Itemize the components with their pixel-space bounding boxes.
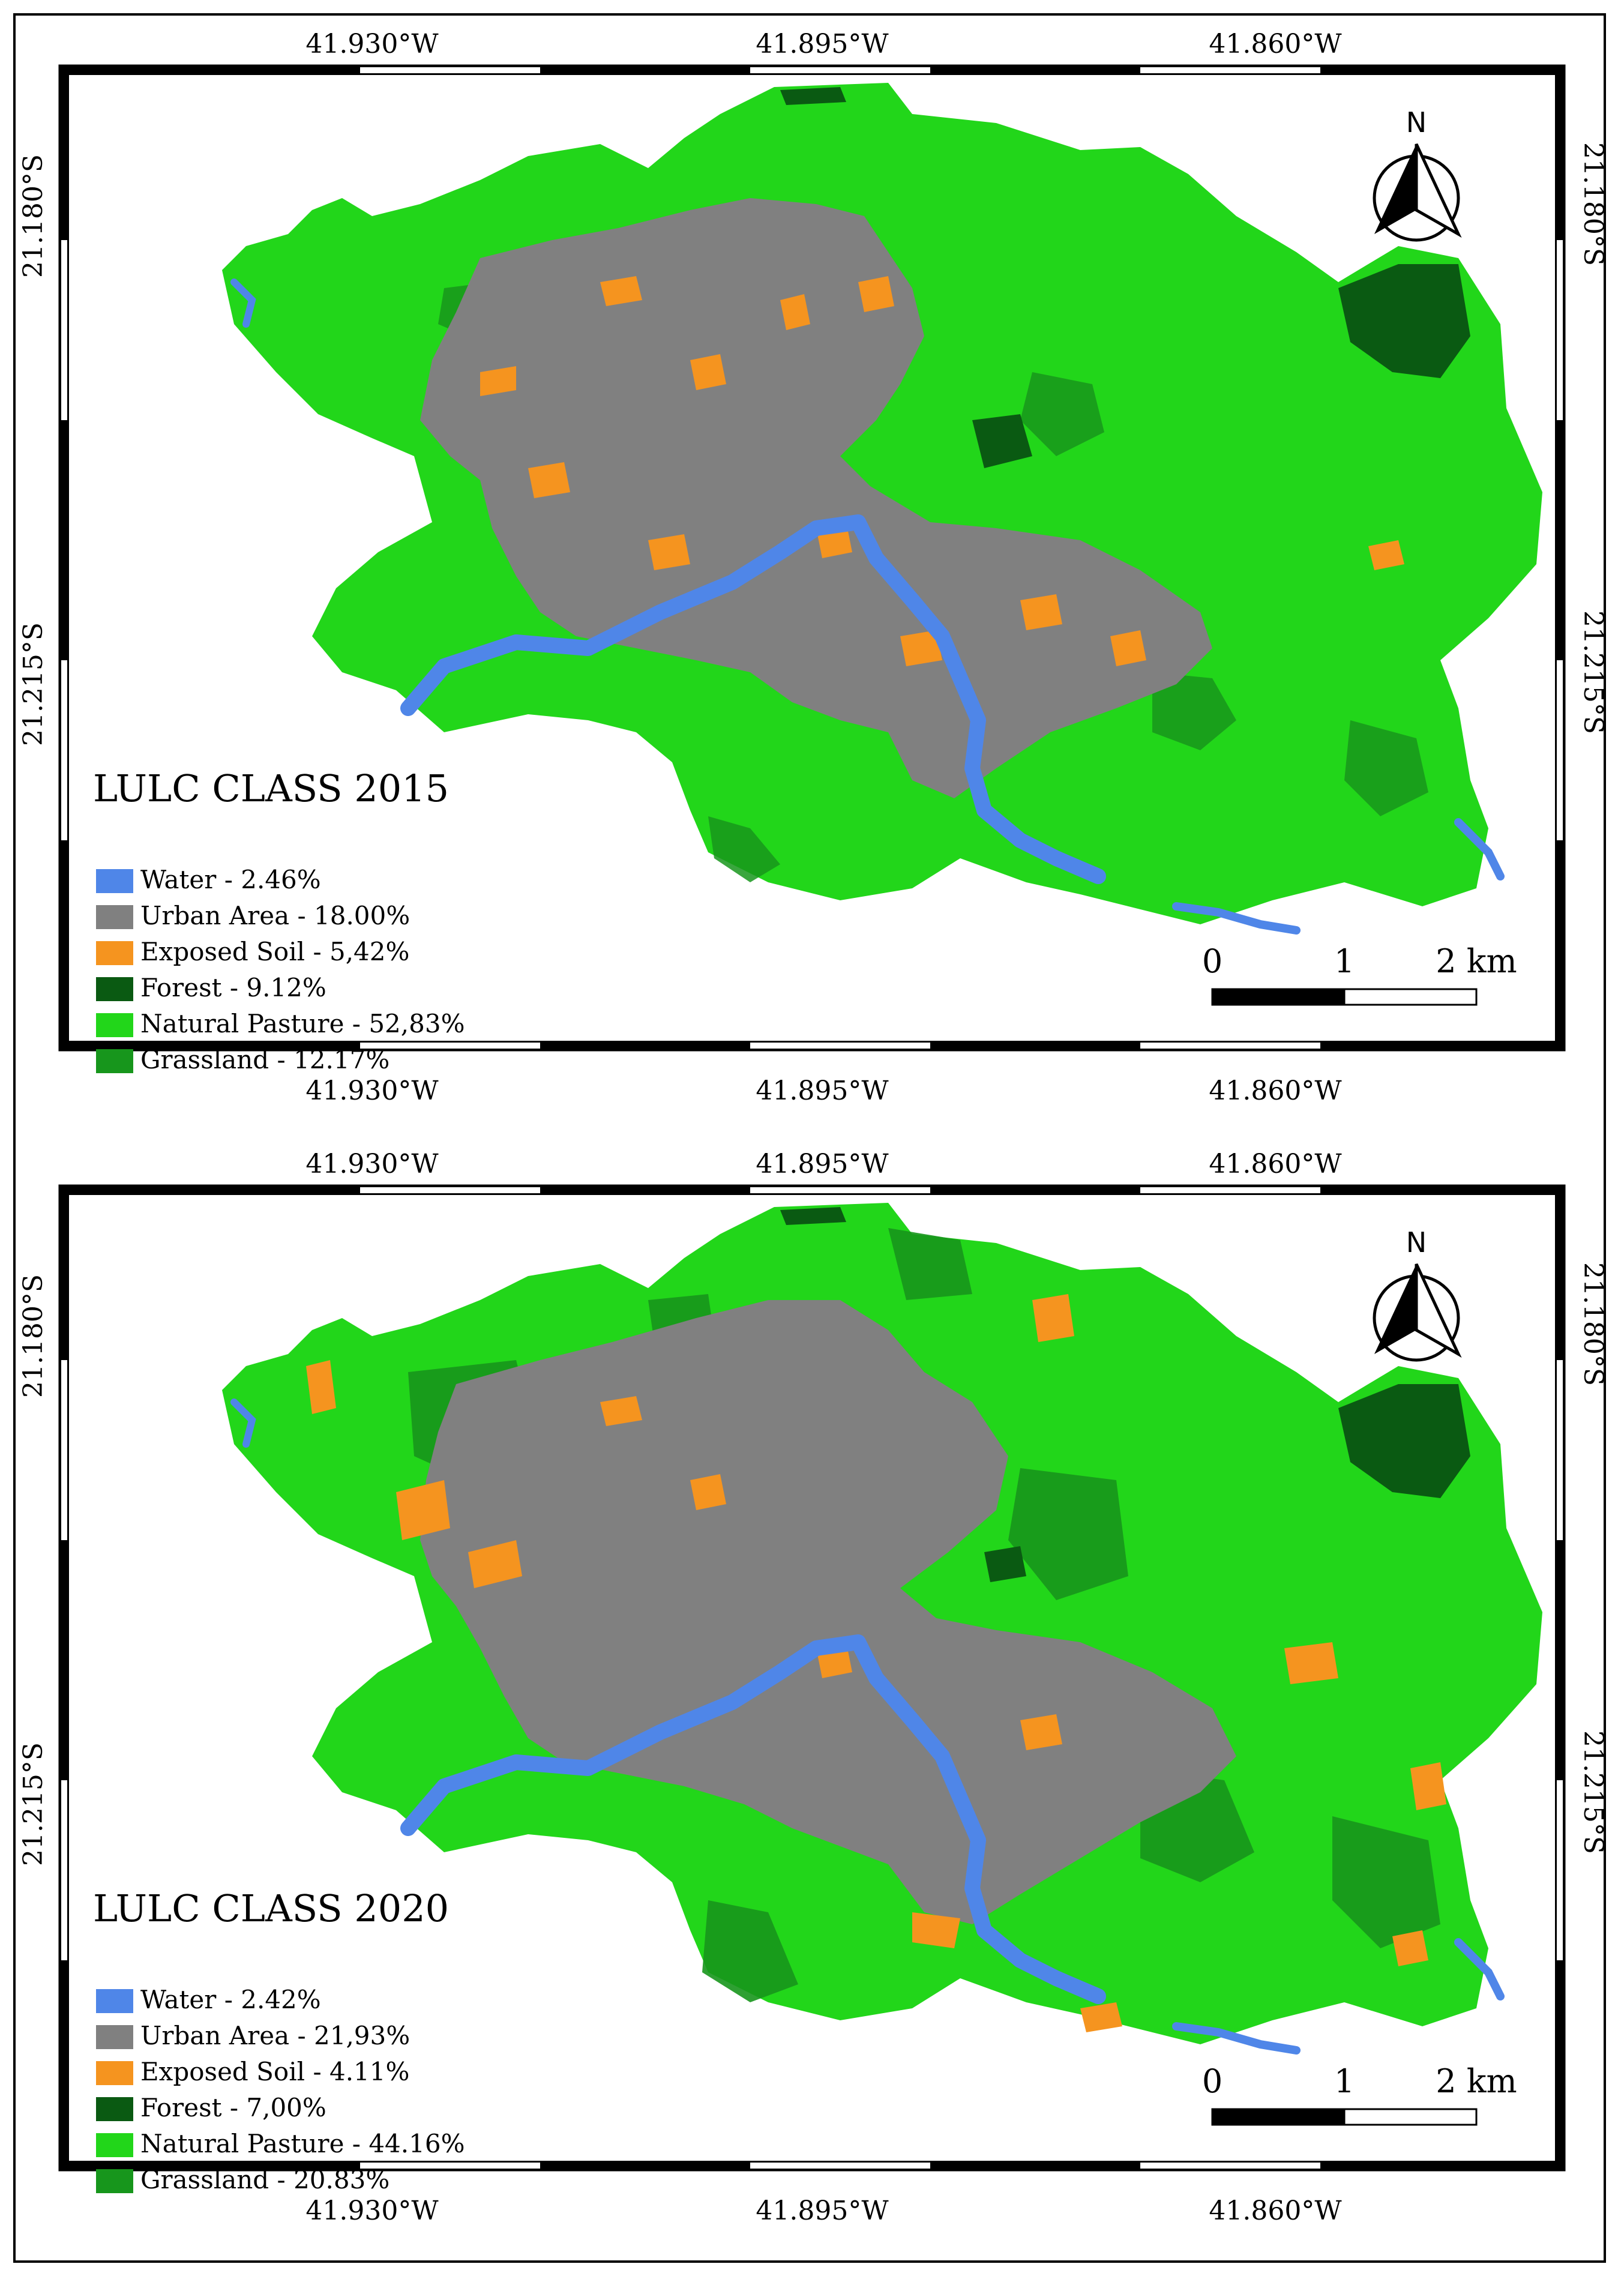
lon-label-top-2: 41.895°W (756, 29, 889, 59)
legend-2015: Water - 2.46% Urban Area - 18.00% Expose… (96, 865, 465, 1074)
legend-item-pasture: Natural Pasture - 52,83% (140, 1009, 465, 1038)
water-stream-west (230, 278, 256, 328)
frame-ticks (60, 1186, 1564, 2170)
lon-label-bottom-1: 41.930°W (305, 1076, 439, 1106)
north-arrow-icon: N (1373, 1226, 1462, 1362)
svg-text:2 km: 2 km (1436, 942, 1517, 980)
svg-text:N: N (1406, 106, 1427, 139)
lon-label-top-2: 41.895°W (756, 1149, 889, 1179)
map-svg-2015: 41.930°W 41.895°W 41.860°W 41.930°W 41.8… (18, 29, 1608, 1106)
water-stream-east (1172, 818, 1505, 935)
water-stream-west (230, 1398, 256, 1448)
lat-label-right-2: 21.215°S (1578, 1730, 1608, 1854)
svg-text:N: N (1406, 1226, 1427, 1259)
lat-label-left-1: 21.180°S (18, 1274, 49, 1398)
lon-label-top-3: 41.860°W (1209, 1149, 1342, 1179)
north-arrow-icon: N (1373, 106, 1462, 242)
legend-item-soil: Exposed Soil - 5,42% (140, 937, 409, 966)
urban-area (420, 1300, 1236, 1924)
frame-ticks (60, 66, 1564, 1050)
map-svg-2020: 41.930°W 41.895°W 41.860°W 41.930°W 41.8… (18, 1149, 1608, 2226)
lon-label-bottom-3: 41.860°W (1209, 2196, 1342, 2226)
map-title-2020: LULC CLASS 2020 (93, 1886, 449, 1930)
legend-item-pasture: Natural Pasture - 44.16% (140, 2129, 465, 2158)
scale-bar-2015: 0 1 2 km (1202, 942, 1517, 1006)
scale-bar-2020: 0 1 2 km (1202, 2062, 1517, 2126)
lon-label-bottom-2: 41.895°W (756, 1076, 889, 1106)
legend-item-urban: Urban Area - 18.00% (140, 901, 410, 930)
map-panel-2015: 41.930°W 41.895°W 41.860°W 41.930°W 41.8… (18, 0, 1608, 1106)
legend-item-soil: Exposed Soil - 4.11% (140, 2057, 409, 2086)
legend-item-grassland: Grassland - 12.17% (140, 1045, 389, 1074)
legend-item-water: Water - 2.42% (140, 1985, 321, 2014)
lulc-map-2020 (222, 1203, 1542, 2055)
water-river (400, 1634, 1106, 2004)
svg-text:2 km: 2 km (1436, 2062, 1517, 2100)
legend-item-forest: Forest - 9.12% (140, 973, 326, 1002)
lat-label-right-2: 21.215°S (1578, 610, 1608, 734)
svg-text:0: 0 (1202, 2062, 1223, 2100)
svg-text:0: 0 (1202, 942, 1223, 980)
lat-label-left-2: 21.215°S (18, 1742, 49, 1866)
legend-item-forest: Forest - 7,00% (140, 2093, 326, 2122)
lon-label-bottom-1: 41.930°W (305, 2196, 439, 2226)
map-panel-2020: 41.930°W 41.895°W 41.860°W 41.930°W 41.8… (18, 1120, 1608, 2226)
figure-border (13, 13, 1606, 2263)
lat-label-left-1: 21.180°S (18, 154, 49, 278)
lon-label-top-1: 41.930°W (305, 29, 439, 59)
legend-2020: Water - 2.42% Urban Area - 21,93% Expose… (96, 1985, 465, 2194)
svg-text:1: 1 (1334, 942, 1355, 980)
lon-label-bottom-2: 41.895°W (756, 2196, 889, 2226)
lulc-map-2015 (222, 83, 1542, 935)
lon-label-top-1: 41.930°W (305, 1149, 439, 1179)
legend-item-grassland: Grassland - 20.83% (140, 2165, 389, 2194)
svg-text:1: 1 (1334, 2062, 1355, 2100)
lat-label-left-2: 21.215°S (18, 622, 49, 746)
water-stream-east (1172, 1938, 1505, 2055)
grassland-area (408, 1228, 1440, 2002)
urban-area (420, 198, 1212, 798)
lon-label-top-3: 41.860°W (1209, 29, 1342, 59)
exposed-soil-patches (480, 276, 1404, 666)
grassland-area (438, 282, 1428, 882)
legend-item-water: Water - 2.46% (140, 865, 321, 894)
lat-label-right-1: 21.180°S (1578, 142, 1608, 266)
water-river (400, 514, 1106, 884)
legend-item-urban: Urban Area - 21,93% (140, 2021, 410, 2050)
lon-label-bottom-3: 41.860°W (1209, 1076, 1342, 1106)
lat-label-right-1: 21.180°S (1578, 1262, 1608, 1386)
map-title-2015: LULC CLASS 2015 (93, 766, 449, 810)
